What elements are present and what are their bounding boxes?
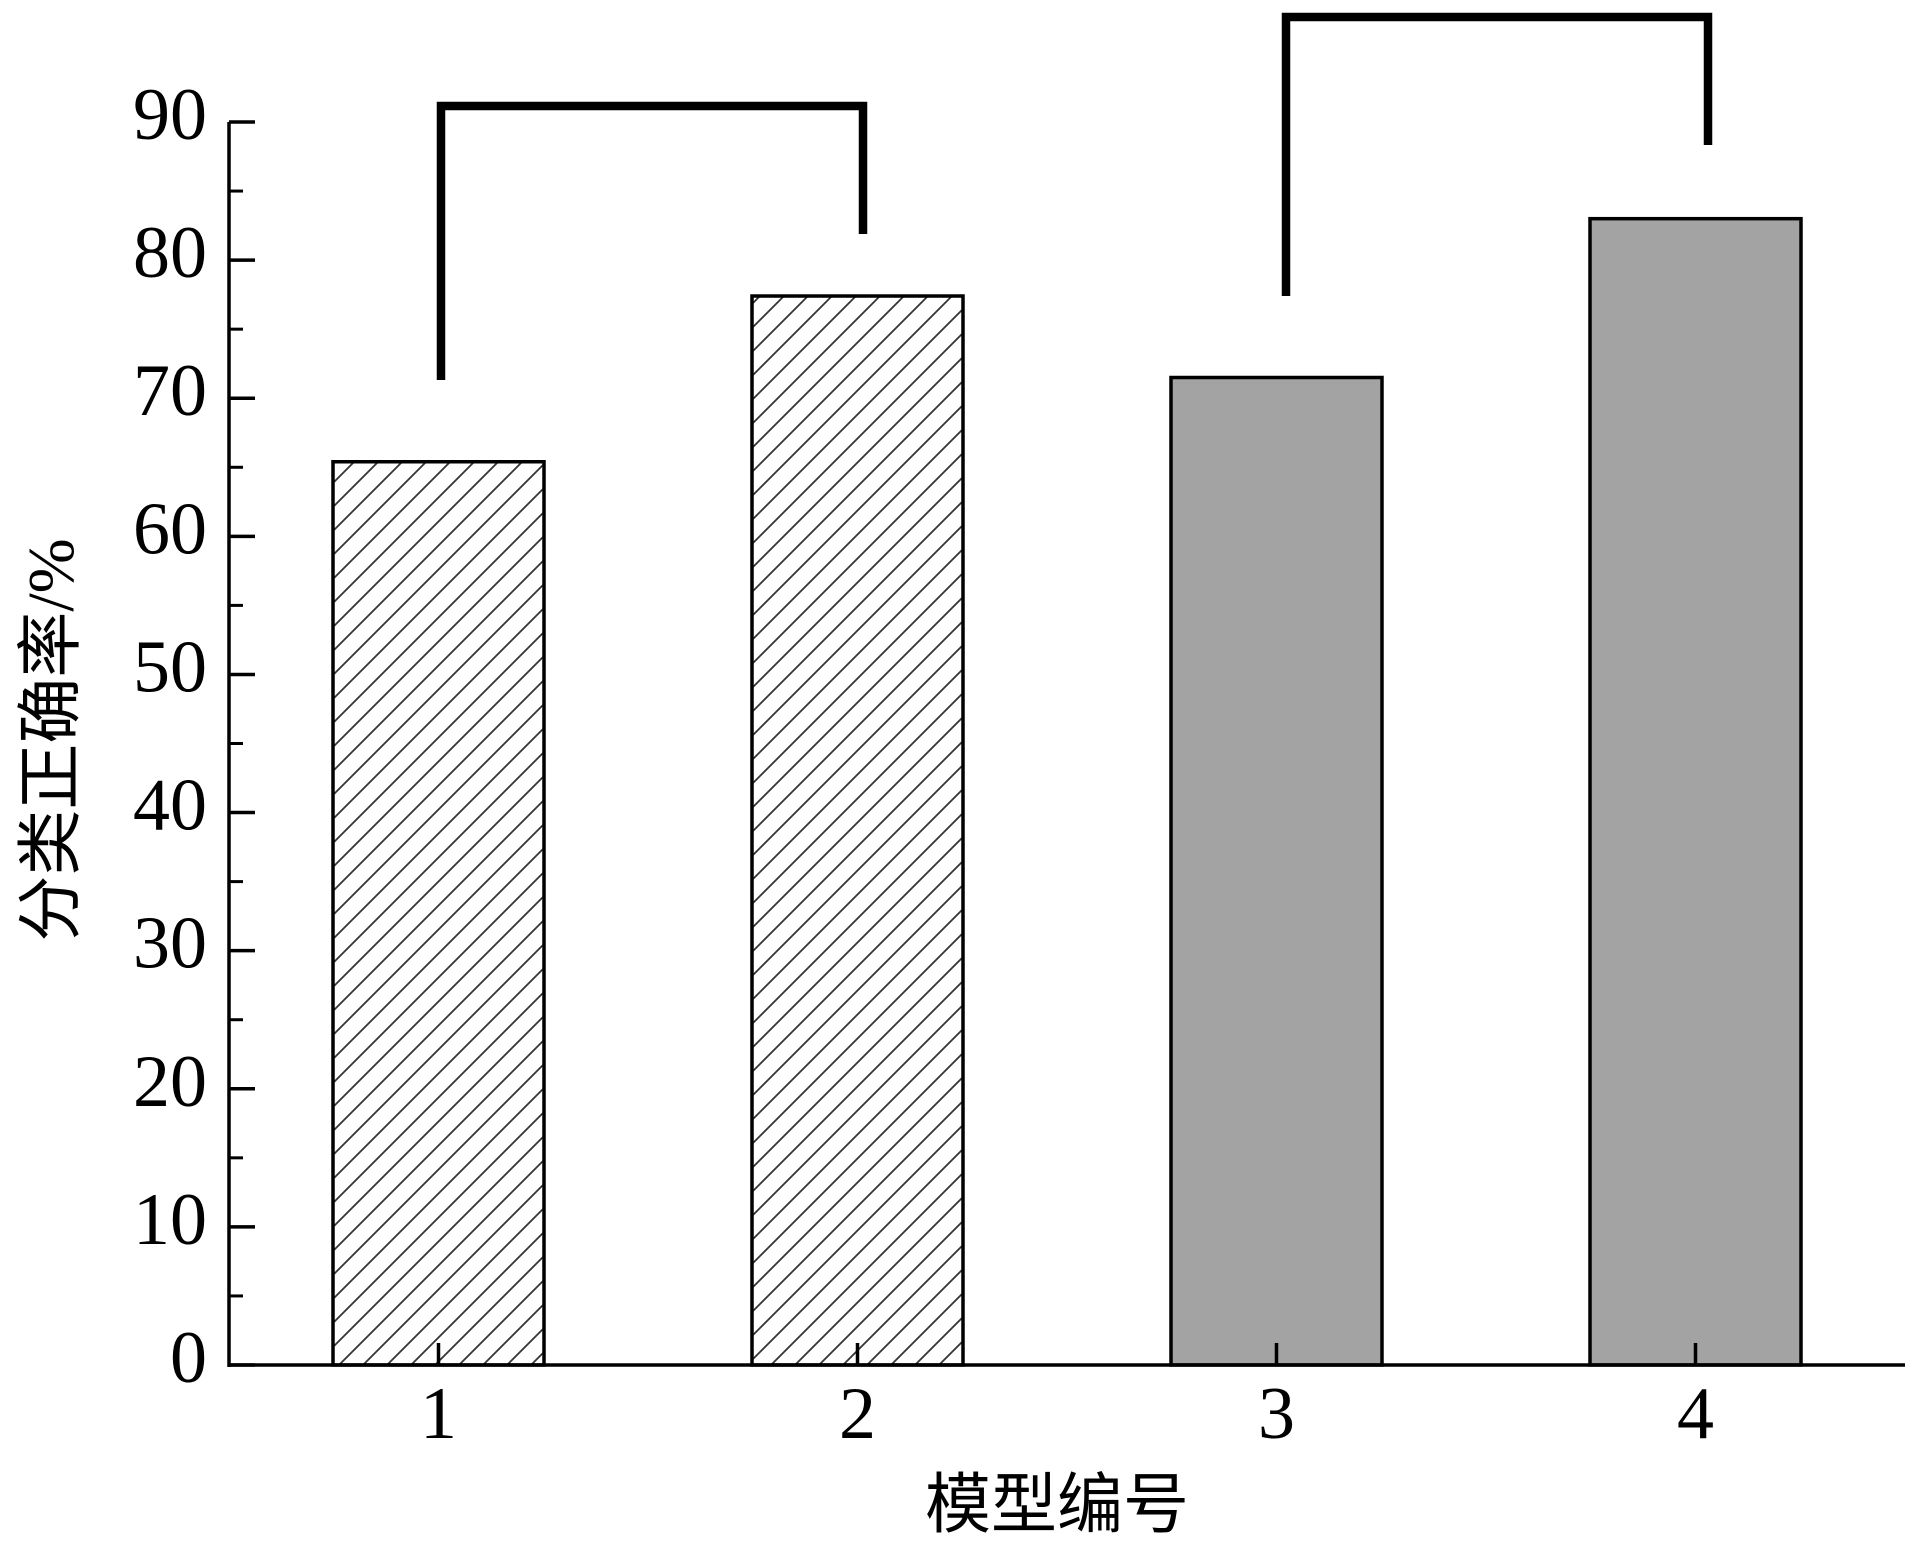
y-tick-label: 10	[133, 1179, 207, 1261]
y-tick-label: 70	[133, 350, 207, 432]
significance-brackets	[436, 12, 1713, 380]
bracket	[1281, 12, 1713, 296]
y-tick-label: 50	[133, 626, 207, 708]
x-tick-label: 4	[1677, 1373, 1714, 1455]
y-tick-label: 30	[133, 903, 207, 985]
bar	[1588, 216, 1803, 1367]
bar	[1169, 375, 1384, 1367]
x-tick-label: 1	[420, 1373, 457, 1455]
y-tick-label: 0	[170, 1317, 207, 1399]
x-tick-label: 2	[839, 1373, 876, 1455]
x-tick-label: 3	[1258, 1373, 1295, 1455]
y-axis-label: 分类正确率/%	[15, 538, 88, 941]
bracket	[436, 101, 868, 380]
y-tick-label: 60	[133, 488, 207, 570]
bar	[331, 460, 546, 1367]
y-tick-label: 40	[133, 765, 207, 847]
y-tick-label: 80	[133, 212, 207, 294]
bar	[750, 294, 965, 1367]
x-axis-label: 模型编号	[925, 1469, 1189, 1542]
y-tick-label: 90	[133, 74, 207, 156]
y-tick-label: 20	[133, 1041, 207, 1123]
